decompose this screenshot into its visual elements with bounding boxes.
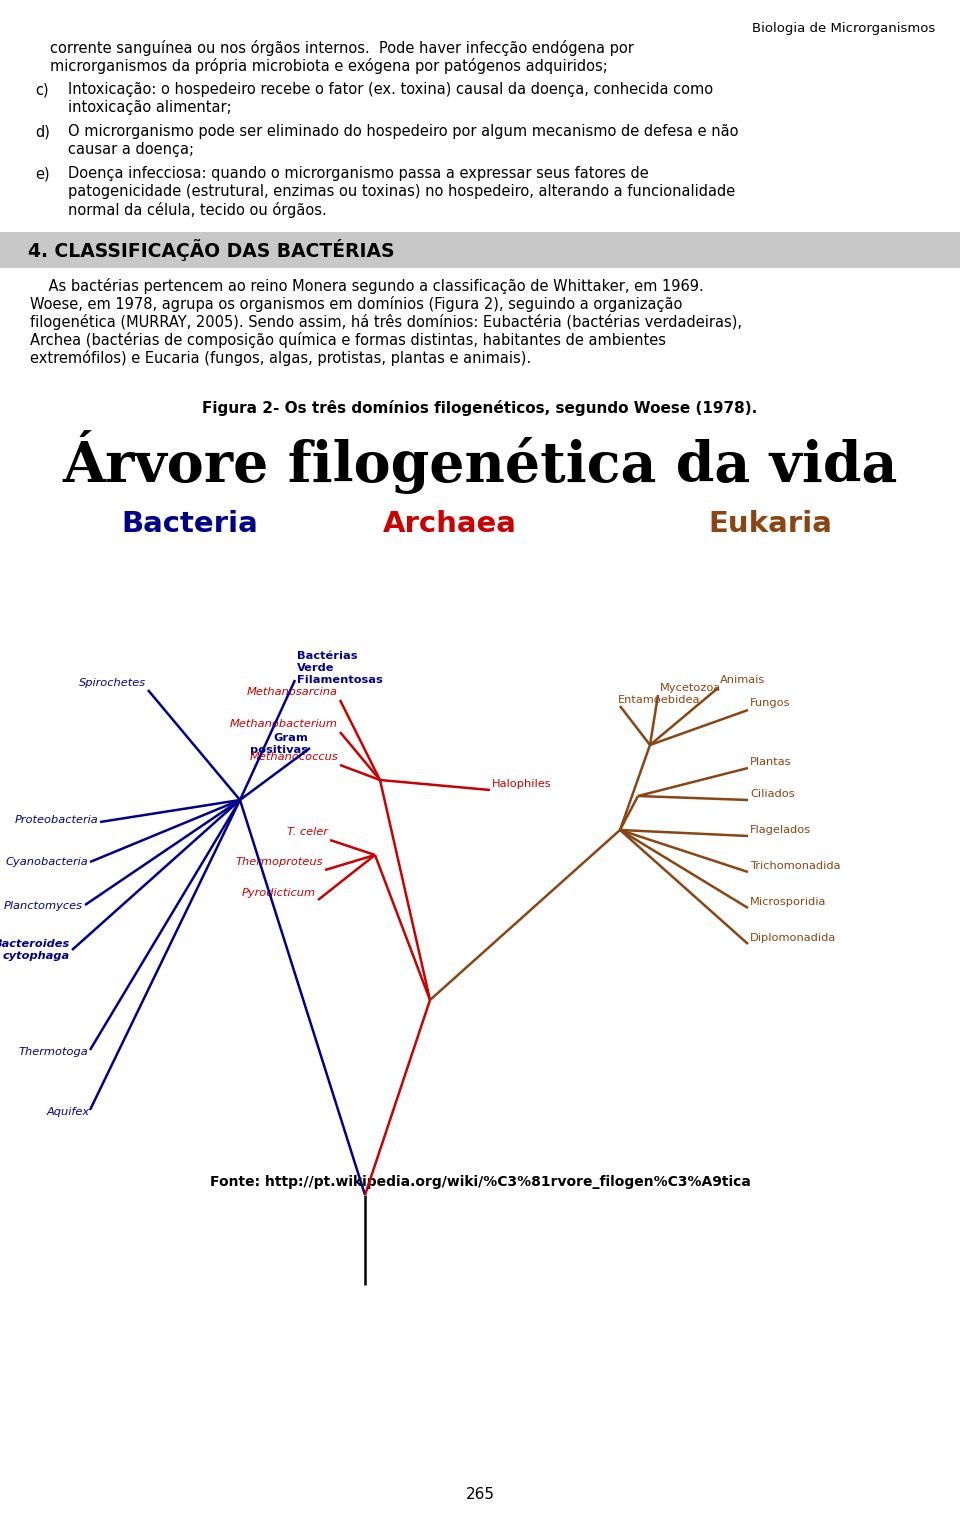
Text: microrganismos da própria microbiota e exógena por patógenos adquiridos;: microrganismos da própria microbiota e e… xyxy=(50,58,608,74)
Text: Trichomonadida: Trichomonadida xyxy=(750,862,841,871)
Text: Pyrodicticum: Pyrodicticum xyxy=(242,887,316,898)
Text: Árvore filogenética da vida: Árvore filogenética da vida xyxy=(62,429,898,495)
Text: T. celer: T. celer xyxy=(287,827,328,837)
Text: 4. CLASSIFICAÇÃO DAS BACTÉRIAS: 4. CLASSIFICAÇÃO DAS BACTÉRIAS xyxy=(28,240,395,261)
Text: Fungos: Fungos xyxy=(750,698,790,708)
Text: Flagelados: Flagelados xyxy=(750,825,811,834)
Text: Bacteroides
cytophaga: Bacteroides cytophaga xyxy=(0,939,70,960)
Text: Proteobacteria: Proteobacteria xyxy=(14,815,98,825)
Text: corrente sanguínea ou nos órgãos internos.  Pode haver infecção endógena por: corrente sanguínea ou nos órgãos interno… xyxy=(50,39,634,56)
Text: Archaea: Archaea xyxy=(383,510,516,539)
Text: Entamoebidea: Entamoebidea xyxy=(618,695,701,705)
Text: Aquifex: Aquifex xyxy=(47,1107,90,1117)
Text: Animais: Animais xyxy=(720,675,765,686)
Text: Bactérias
Verde
Filamentosas: Bactérias Verde Filamentosas xyxy=(297,651,383,684)
Text: filogenética (MURRAY, 2005). Sendo assim, há três domínios: Eubactéria (bactéria: filogenética (MURRAY, 2005). Sendo assim… xyxy=(30,314,742,331)
Text: normal da célula, tecido ou órgãos.: normal da célula, tecido ou órgãos. xyxy=(68,202,326,218)
Text: Cyanobacteria: Cyanobacteria xyxy=(5,857,88,868)
Bar xyxy=(0,232,960,269)
Text: Woese, em 1978, agrupa os organismos em domínios (Figura 2), seguindo a organiza: Woese, em 1978, agrupa os organismos em … xyxy=(30,296,683,313)
Text: Fonte: http://pt.wikipedia.org/wiki/%C3%81rvore_filogen%C3%A9tica: Fonte: http://pt.wikipedia.org/wiki/%C3%… xyxy=(209,1176,751,1189)
Text: Diplomonadida: Diplomonadida xyxy=(750,933,836,944)
Text: Doença infecciosa: quando o microrganismo passa a expressar seus fatores de: Doença infecciosa: quando o microrganism… xyxy=(68,165,649,181)
Text: Intoxicação: o hospedeiro recebe o fator (ex. toxina) causal da doença, conhecid: Intoxicação: o hospedeiro recebe o fator… xyxy=(68,82,713,97)
Text: intoxicação alimentar;: intoxicação alimentar; xyxy=(68,100,231,115)
Text: Figura 2- Os três domínios filogenéticos, segundo Woese (1978).: Figura 2- Os três domínios filogenéticos… xyxy=(203,400,757,416)
Text: Thermoproteus: Thermoproteus xyxy=(235,857,323,868)
Text: Eukaria: Eukaria xyxy=(708,510,832,539)
Text: Bacteria: Bacteria xyxy=(122,510,258,539)
Text: patogenicidade (estrutural, enzimas ou toxinas) no hospedeiro, alterando a funci: patogenicidade (estrutural, enzimas ou t… xyxy=(68,184,735,199)
Text: extremófilos) e Eucaria (fungos, algas, protistas, plantas e animais).: extremófilos) e Eucaria (fungos, algas, … xyxy=(30,350,531,366)
Text: Halophiles: Halophiles xyxy=(492,780,552,789)
Text: Spirochetes: Spirochetes xyxy=(79,678,146,689)
Text: Archea (bactérias de composição química e formas distintas, habitantes de ambien: Archea (bactérias de composição química … xyxy=(30,332,666,347)
Text: Plantas: Plantas xyxy=(750,757,791,768)
Text: Mycetozoa: Mycetozoa xyxy=(660,683,721,693)
Text: Planctomyces: Planctomyces xyxy=(4,901,83,912)
Text: 265: 265 xyxy=(466,1487,494,1502)
Text: d): d) xyxy=(35,124,50,140)
Text: Gram
positivas: Gram positivas xyxy=(250,733,308,755)
Text: O microrganismo pode ser eliminado do hospedeiro por algum mecanismo de defesa e: O microrganismo pode ser eliminado do ho… xyxy=(68,124,738,140)
Text: Thermotoga: Thermotoga xyxy=(18,1047,88,1057)
Text: c): c) xyxy=(35,82,49,97)
Text: Methanococcus: Methanococcus xyxy=(250,752,338,762)
Text: Microsporidia: Microsporidia xyxy=(750,897,827,907)
Text: Methanosarcina: Methanosarcina xyxy=(247,687,338,696)
Text: Methanobacterium: Methanobacterium xyxy=(230,719,338,730)
Text: Biologia de Microrganismos: Biologia de Microrganismos xyxy=(752,23,935,35)
Text: e): e) xyxy=(35,165,50,181)
Text: Ciliados: Ciliados xyxy=(750,789,795,799)
Text: As bactérias pertencem ao reino Monera segundo a classificação de Whittaker, em : As bactérias pertencem ao reino Monera s… xyxy=(30,278,704,294)
Text: causar a doença;: causar a doença; xyxy=(68,143,194,156)
